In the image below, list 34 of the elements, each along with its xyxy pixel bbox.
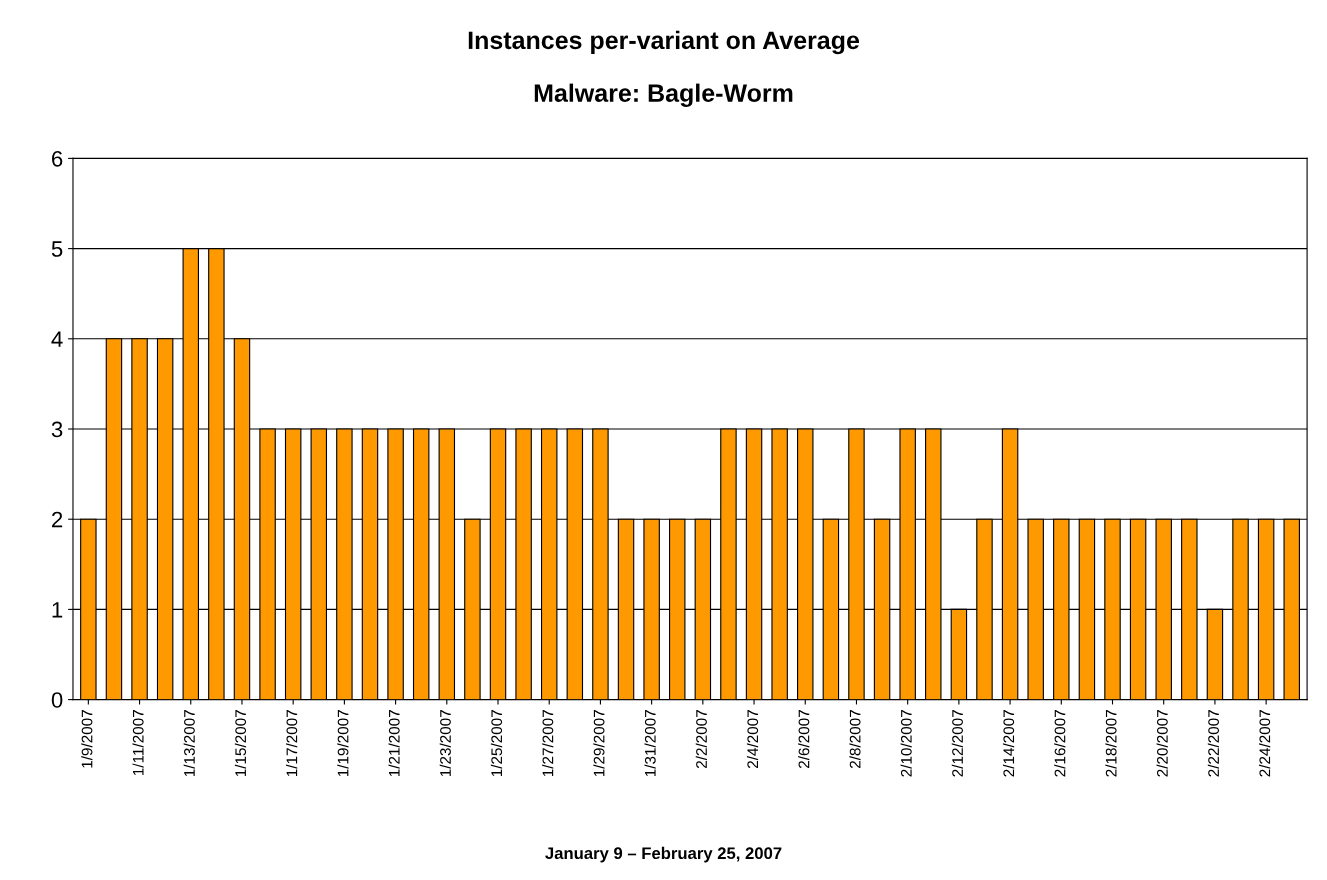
x-tick-label: 1/23/2007 (439, 710, 451, 777)
x-tick-label: 1/19/2007 (337, 710, 349, 777)
x-tick-label: 2/2/2007 (695, 710, 707, 769)
x-tick-label: 1/9/2007 (81, 710, 93, 768)
y-tick-label: 2 (52, 511, 63, 528)
y-tick-label: 1 (52, 602, 63, 618)
x-tick-label: 1/15/2007 (234, 710, 247, 777)
x-tick-label: 1/21/2007 (388, 710, 400, 777)
x-tick-label: 2/14/2007 (1002, 710, 1015, 777)
x-tick-label: 2/24/2007 (1259, 710, 1271, 777)
x-tick-label: 2/10/2007 (900, 710, 912, 777)
x-tick-label: 2/12/2007 (951, 710, 963, 777)
x-tick-label: 1/17/2007 (286, 710, 298, 777)
y-tick-label: 6 (52, 150, 63, 167)
x-tick-label: 1/31/2007 (644, 710, 656, 777)
x-tick-label: 2/8/2007 (849, 710, 861, 769)
x-tick-label: 2/20/2007 (1156, 710, 1168, 777)
y-tick-label: 4 (51, 331, 63, 347)
x-tick-label: 2/4/2007 (746, 710, 759, 769)
x-tick-label: 1/25/2007 (490, 710, 503, 777)
y-tick-label: 5 (51, 241, 63, 257)
x-tick-label: 2/22/2007 (1207, 710, 1220, 777)
chart-subtitle: Malware: Bagle-Worm (534, 83, 793, 108)
chart-title: Instances per-variant on Average (468, 30, 860, 55)
x-tick-label: 2/6/2007 (798, 710, 810, 769)
x-tick-label: 1/11/2007 (132, 710, 144, 775)
y-tick-label: 0 (51, 692, 63, 708)
x-tick-label: 2/16/2007 (1054, 710, 1066, 777)
x-tick-label: 1/13/2007 (183, 710, 195, 777)
x-tick-label: 2/18/2007 (1105, 710, 1117, 777)
y-tick-label: 3 (51, 421, 63, 438)
x-axis-title: January 9 – February 25, 2007 (545, 846, 782, 863)
x-tick-label: 1/29/2007 (593, 710, 605, 777)
x-tick-label: 1/27/2007 (542, 710, 554, 777)
